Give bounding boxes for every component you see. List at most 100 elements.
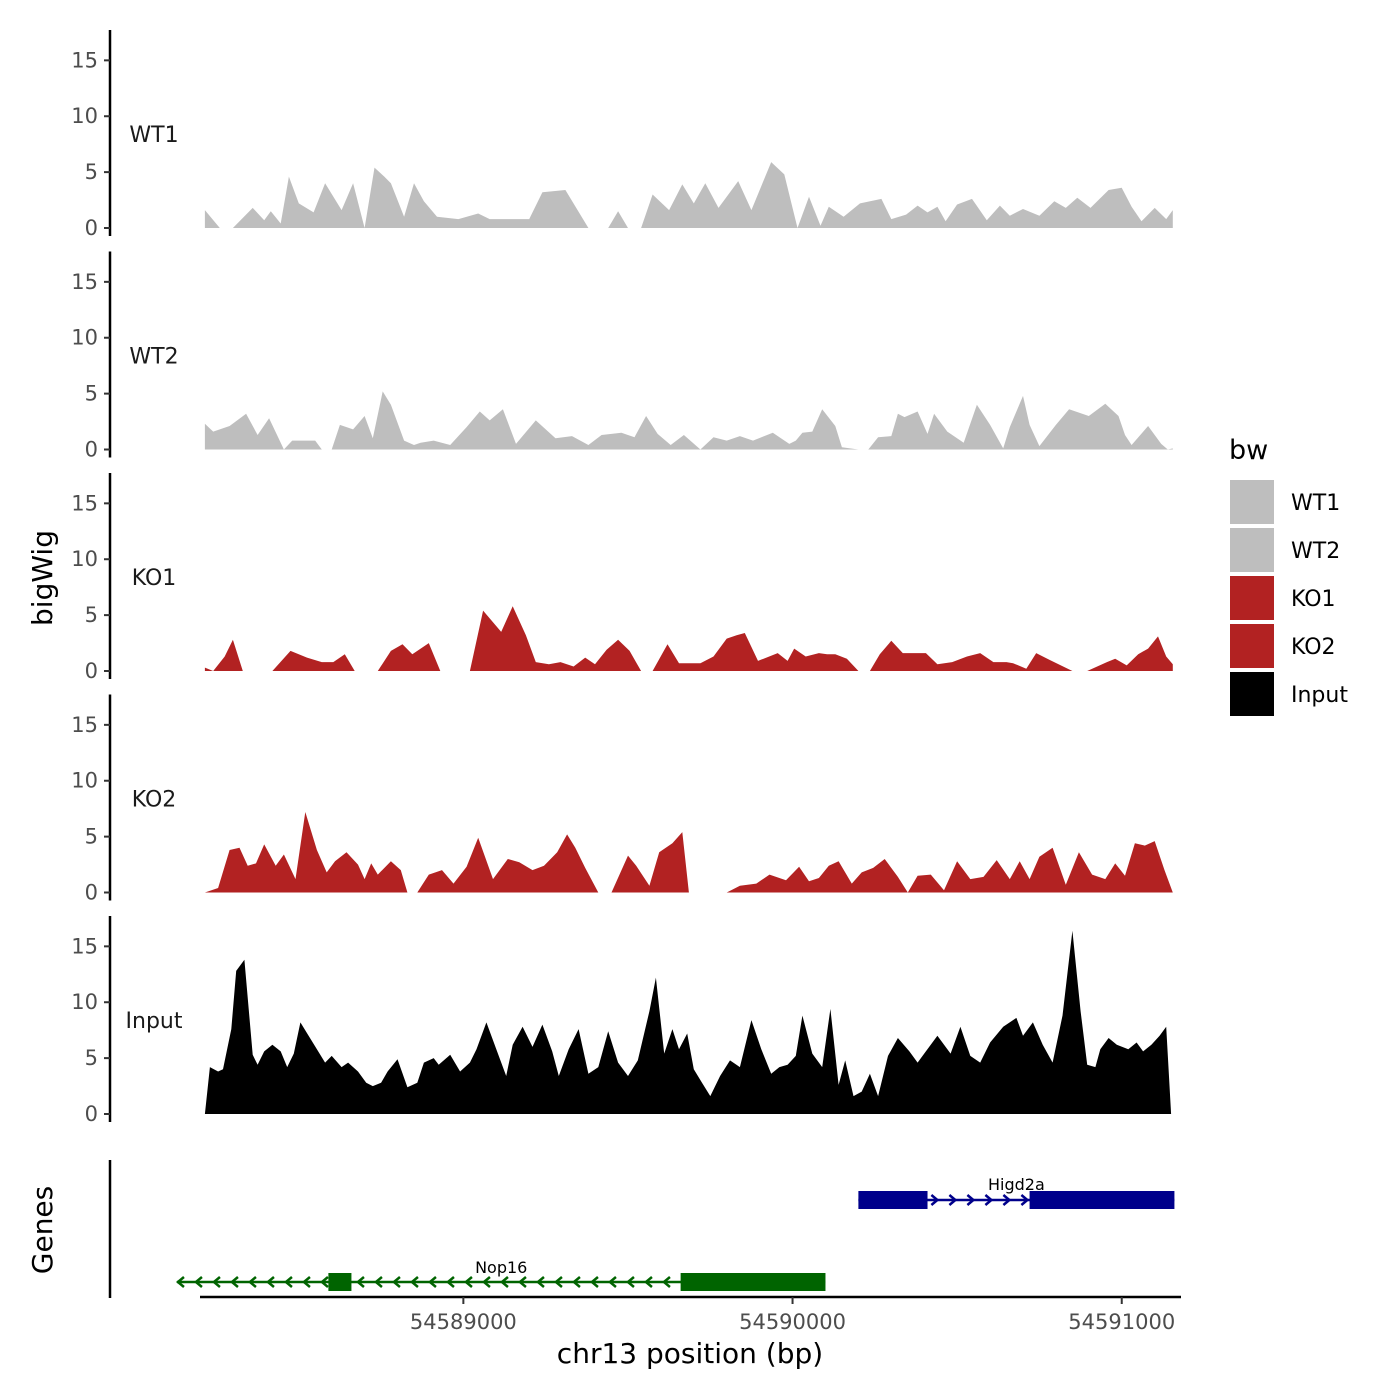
legend-title: bw [1229, 435, 1268, 466]
legend-swatch [1230, 624, 1274, 668]
legend-label: WT2 [1291, 539, 1340, 564]
strand-chevron [212, 1276, 221, 1288]
signal-area-wt2 [204, 391, 1173, 450]
signal-tracks: 0 5 10 15 WT1 0 5 10 15 WT2 0 5 10 15 KO1 0 5 10 15 KO2 0 5 10… [71, 30, 1173, 1126]
strand-chevron [302, 1276, 311, 1288]
x-tick-label: 54589000 [410, 1310, 517, 1334]
strand-chevron [518, 1276, 527, 1288]
strand-chevron [590, 1276, 599, 1288]
x-tick-label: 54591000 [1068, 1310, 1175, 1334]
strand-chevron [464, 1276, 473, 1288]
strand-chevron [284, 1276, 293, 1288]
strand-chevron [500, 1276, 509, 1288]
y-tick-label: 0 [85, 216, 98, 240]
y-tick-label: 5 [85, 1046, 98, 1070]
strand-chevron [248, 1276, 257, 1288]
strand-chevron [320, 1276, 329, 1288]
gene-label: Nop16 [475, 1258, 527, 1277]
strand-chevron [410, 1276, 419, 1288]
gene-track: Higd2a Nop16 [108, 1160, 1175, 1298]
track-label: KO2 [132, 788, 177, 813]
gene-nop16: Nop16 [176, 1258, 826, 1291]
track-input: 0 5 10 15 Input [71, 916, 1172, 1126]
strand-chevron [428, 1276, 437, 1288]
strand-chevron [1002, 1194, 1012, 1206]
y-tick-label: 10 [71, 326, 98, 350]
signal-area-input [204, 930, 1172, 1114]
strand-chevron [374, 1276, 383, 1288]
legend-label: WT1 [1291, 491, 1340, 516]
gene-exon [680, 1273, 826, 1291]
legend-item: WT2 [1230, 528, 1340, 572]
track-label: WT1 [129, 123, 178, 148]
legend-item: WT1 [1230, 480, 1340, 524]
genes-axis-title: Genes [26, 1186, 59, 1274]
legend-label: KO2 [1291, 635, 1336, 660]
track-label: Input [126, 1009, 183, 1034]
strand-chevron [608, 1276, 617, 1288]
y-tick-label: 0 [85, 659, 98, 683]
track-wt2: 0 5 10 15 WT2 [71, 251, 1173, 462]
strand-chevron [230, 1276, 239, 1288]
track-wt1: 0 5 10 15 WT1 [71, 30, 1173, 240]
y-tick-label: 10 [71, 990, 98, 1014]
signal-area-ko1 [204, 606, 1173, 671]
strand-chevron [1020, 1194, 1030, 1206]
y-tick-label: 15 [71, 48, 98, 72]
strand-chevron [644, 1276, 653, 1288]
y-tick-label: 5 [85, 603, 98, 627]
y-tick-label: 10 [71, 104, 98, 128]
legend-item: KO1 [1230, 576, 1336, 620]
strand-chevron [626, 1276, 635, 1288]
legend-swatch [1230, 480, 1274, 524]
strand-chevron [930, 1194, 940, 1206]
legend-label: Input [1291, 683, 1348, 708]
y-tick-label: 0 [85, 1102, 98, 1126]
gene-exon [328, 1273, 352, 1291]
legend-swatch [1230, 576, 1274, 620]
legend-label: KO1 [1291, 587, 1336, 612]
y-tick-label: 10 [71, 769, 98, 793]
strand-chevron [392, 1276, 401, 1288]
legend-swatch [1230, 528, 1274, 572]
gene-higd2a: Higd2a [858, 1175, 1175, 1209]
signal-area-wt1 [204, 162, 1173, 228]
strand-chevron [554, 1276, 563, 1288]
legend-item: Input [1230, 672, 1348, 716]
strand-chevron [966, 1194, 976, 1206]
x-axis-title: chr13 position (bp) [557, 1337, 823, 1370]
x-tick-label: 54590000 [739, 1310, 846, 1334]
track-label: WT2 [129, 345, 178, 370]
y-tick-label: 15 [71, 713, 98, 737]
y-tick-label: 15 [71, 934, 98, 958]
y-tick-label: 10 [71, 547, 98, 571]
strand-chevron [572, 1276, 581, 1288]
strand-chevron [446, 1276, 455, 1288]
y-tick-label: 15 [71, 491, 98, 515]
strand-chevron [482, 1276, 491, 1288]
legend-item: KO2 [1230, 624, 1336, 668]
gene-exon [858, 1191, 928, 1209]
y-tick-label: 15 [71, 270, 98, 294]
y-axis-title: bigWig [26, 530, 59, 626]
strand-chevron [356, 1276, 365, 1288]
y-tick-label: 5 [85, 382, 98, 406]
y-tick-label: 5 [85, 160, 98, 184]
signal-area-ko2 [204, 812, 1173, 893]
strand-chevron [194, 1276, 203, 1288]
x-axis: 54589000 54590000 54591000 [200, 1295, 1181, 1334]
track-label: KO1 [132, 566, 177, 591]
y-tick-label: 0 [85, 881, 98, 905]
track-ko1: 0 5 10 15 KO1 [71, 473, 1173, 683]
y-tick-label: 0 [85, 438, 98, 462]
gene-label: Higd2a [988, 1175, 1045, 1194]
strand-chevron [176, 1276, 185, 1288]
track-ko2: 0 5 10 15 KO2 [71, 694, 1173, 905]
strand-chevron [984, 1194, 994, 1206]
legend-swatch [1230, 672, 1274, 716]
strand-chevron [266, 1276, 275, 1288]
legend: bw WT1 WT2 KO1 KO2 Input [1229, 435, 1348, 716]
gene-exon [1029, 1191, 1175, 1209]
strand-chevron [536, 1276, 545, 1288]
